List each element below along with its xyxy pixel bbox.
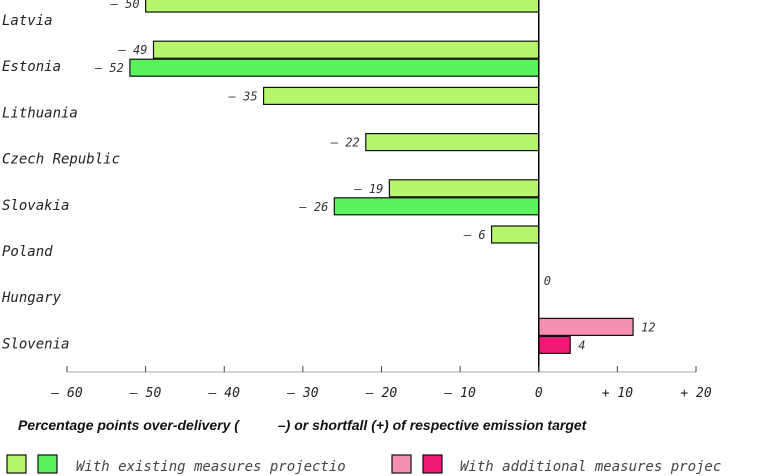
x-tick-label: + 20 [680,386,711,401]
value-label: – 26 [298,200,328,214]
category-label: Estonia [2,59,61,75]
x-tick-label: – 40 [208,386,240,401]
category-labels-group: Latvia Estonia Lithuania Czech Republic Slov… [1,13,120,352]
x-tick-label: + 10 [602,386,633,401]
bar [388,179,540,198]
x-tick-label: – 60 [50,386,82,401]
bar [129,58,540,77]
category-label: Slovenia [2,336,69,352]
legend-swatch [37,454,58,474]
value-label: – 52 [94,61,124,75]
bar [152,40,540,59]
value-label: – 19 [353,182,383,196]
x-axis-title: Percentage points over-delivery ( –) or … [18,417,588,433]
x-tick-label: 0 [535,386,543,401]
bar [333,197,540,216]
value-label: – 6 [463,228,486,242]
value-label: 12 [641,320,655,334]
bar [538,317,634,336]
value-label: 4 [578,338,585,352]
bar [538,335,571,354]
legend-label: With existing measures projectio [76,459,346,475]
legend-swatch [6,454,27,474]
bar [145,0,540,13]
category-label: Latvia [2,13,53,29]
x-ticks-group: – 60 – 50 – 40 – 30 – 20 – 10 0 + 10 + 20 [50,366,712,401]
value-label: – 35 [228,89,258,103]
legend-swatch [422,454,443,474]
x-tick-label: – 30 [286,386,318,401]
value-label: – 50 [110,0,140,11]
bar [365,133,540,152]
x-tick-label: – 20 [365,386,397,401]
x-tick-label: – 10 [443,386,475,401]
category-label: Lithuania [2,105,78,121]
category-label: Slovakia [2,198,69,214]
value-labels-group: – 50 – 49 – 52 – 35 – 22 – 19 – 26 – 6 0 12 4 [94,0,656,352]
value-label: – 22 [330,136,360,150]
bar [490,225,540,244]
category-label: Hungary [1,290,62,306]
value-label: 0 [544,274,551,288]
x-tick-label: – 50 [129,386,161,401]
category-label: Poland [2,244,53,260]
bars-group [129,0,634,354]
category-label: Czech Republic [2,152,120,168]
value-label: – 49 [118,43,148,57]
bar [262,86,540,106]
legend-swatch [391,454,412,474]
legend: With existing measures projectio With add… [6,454,721,475]
legend-label: With additional measures projec [460,459,721,475]
